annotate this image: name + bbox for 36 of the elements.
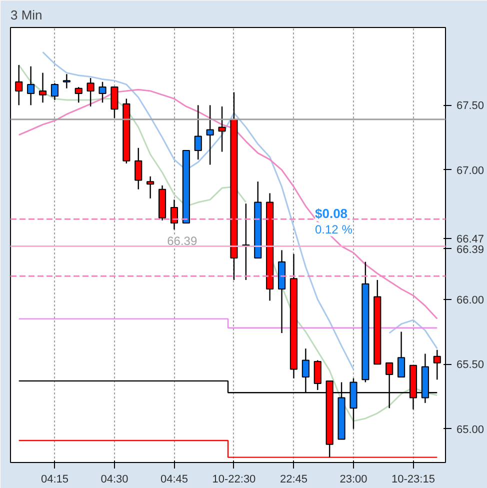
x-tick-label: 23:00 [340,474,368,486]
x-tick-label: 10-23:15 [392,474,435,486]
candlestick [146,176,154,199]
candlestick [206,104,214,166]
candlestick [170,199,178,230]
candlestick [62,74,70,89]
candlestick [134,147,142,190]
y-tick-label: 65.50 [456,359,484,372]
candlestick [218,106,226,152]
annotation: 0.12 % [315,222,353,236]
candlestick [50,82,59,101]
y-tick-label: 66.00 [456,294,484,306]
x-tick-label: 04:30 [100,474,128,486]
y-tick-label: 65.00 [456,424,484,436]
y-tick-label: 67.50 [456,100,484,112]
candlestick [98,81,106,104]
candlestick [433,349,441,380]
y-tick-label: 66.39 [456,244,484,256]
candlestick [38,72,47,104]
y-tick-label: 66.47 [456,234,484,246]
candlestick [314,360,322,391]
x-tick-label: 04:15 [40,474,68,486]
x-tick-label: 22:45 [280,474,308,486]
chart-title: 3 Min [10,8,42,22]
annotation: $0.08 [315,206,348,222]
y-tick-label: 67.00 [456,164,484,177]
candlestick [397,331,406,378]
x-tick-label: 04:45 [160,474,188,486]
candlestick [27,66,35,106]
annotation: 66.39 [167,234,198,248]
candlestick [74,86,82,104]
x-tick-label: 10-22:30 [212,474,256,486]
candlestick [194,104,202,160]
candlestick [15,64,23,106]
candlestick [110,86,118,119]
candlestick [86,77,94,108]
